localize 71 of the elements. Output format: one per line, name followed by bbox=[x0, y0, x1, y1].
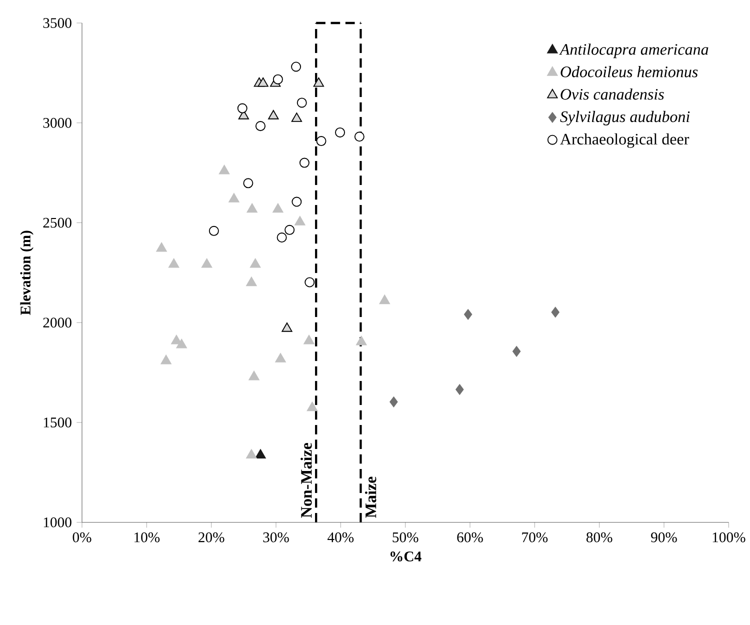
point bbox=[316, 136, 326, 146]
point bbox=[304, 277, 315, 288]
point bbox=[243, 178, 254, 188]
y-tick-label: 2500 bbox=[43, 218, 72, 228]
point bbox=[218, 164, 230, 174]
point bbox=[294, 216, 306, 226]
point bbox=[255, 121, 266, 132]
x-tick-label: 10% bbox=[134, 532, 160, 542]
x-tick-label: 70% bbox=[522, 532, 548, 542]
point bbox=[246, 449, 257, 458]
point bbox=[255, 449, 266, 458]
point bbox=[276, 232, 287, 243]
point bbox=[282, 322, 292, 332]
point bbox=[292, 196, 302, 207]
point bbox=[201, 258, 212, 268]
point bbox=[313, 77, 324, 87]
x-tick-label: 20% bbox=[198, 532, 224, 542]
y-tick-label: 1000 bbox=[44, 517, 72, 528]
x-axis-title: %C4 bbox=[390, 551, 422, 562]
point bbox=[296, 98, 307, 108]
point bbox=[168, 258, 180, 268]
x-tick-label: 30% bbox=[263, 532, 289, 542]
point bbox=[306, 402, 318, 412]
y-tick-label: 1500 bbox=[44, 418, 72, 428]
point bbox=[246, 203, 258, 213]
y-tick-label: 3000 bbox=[43, 118, 72, 128]
point bbox=[160, 354, 172, 364]
point bbox=[304, 334, 314, 344]
x-tick-label: 100% bbox=[712, 532, 746, 542]
point bbox=[246, 276, 257, 286]
point bbox=[258, 77, 268, 87]
point bbox=[299, 158, 310, 168]
point bbox=[464, 309, 472, 320]
point bbox=[354, 132, 364, 142]
y-tick-label: 2000 bbox=[43, 318, 72, 328]
x-tick-label: 60% bbox=[457, 532, 483, 542]
point bbox=[272, 203, 284, 213]
legend-label: Odocoileus hemionus bbox=[560, 66, 698, 78]
point bbox=[176, 338, 187, 348]
x-tick-label: 90% bbox=[651, 532, 677, 542]
x-tick-label: 40% bbox=[328, 532, 354, 542]
legend-label: Sylvilagus auduboni bbox=[560, 110, 690, 126]
point bbox=[268, 110, 279, 120]
point bbox=[335, 127, 346, 138]
point bbox=[228, 193, 240, 202]
point bbox=[291, 112, 302, 122]
legend-label: Ovis canadensis bbox=[560, 88, 664, 100]
point bbox=[379, 294, 390, 304]
ref-line-label: Maize bbox=[364, 476, 376, 518]
x-tick-label: 80% bbox=[586, 532, 612, 542]
point bbox=[272, 74, 283, 84]
x-tick-label: 0% bbox=[72, 532, 92, 542]
x-tick-label: 50% bbox=[392, 532, 418, 542]
point bbox=[291, 62, 302, 72]
legend-label: Archaeological deer bbox=[560, 133, 690, 148]
point bbox=[250, 258, 261, 268]
point bbox=[356, 336, 367, 346]
point bbox=[284, 224, 295, 235]
point bbox=[156, 242, 167, 252]
ref-line-label: Non-Maize bbox=[300, 442, 312, 518]
y-tick-label: 3500 bbox=[43, 18, 72, 28]
point bbox=[208, 226, 219, 236]
point bbox=[551, 306, 560, 318]
point bbox=[390, 396, 398, 408]
point bbox=[248, 370, 260, 380]
y-axis-title: Elevation (m) bbox=[20, 230, 34, 315]
point bbox=[456, 384, 464, 395]
point bbox=[512, 346, 521, 357]
point bbox=[275, 353, 286, 362]
point bbox=[237, 103, 248, 114]
legend-label: Antilocapra americana bbox=[559, 44, 708, 58]
